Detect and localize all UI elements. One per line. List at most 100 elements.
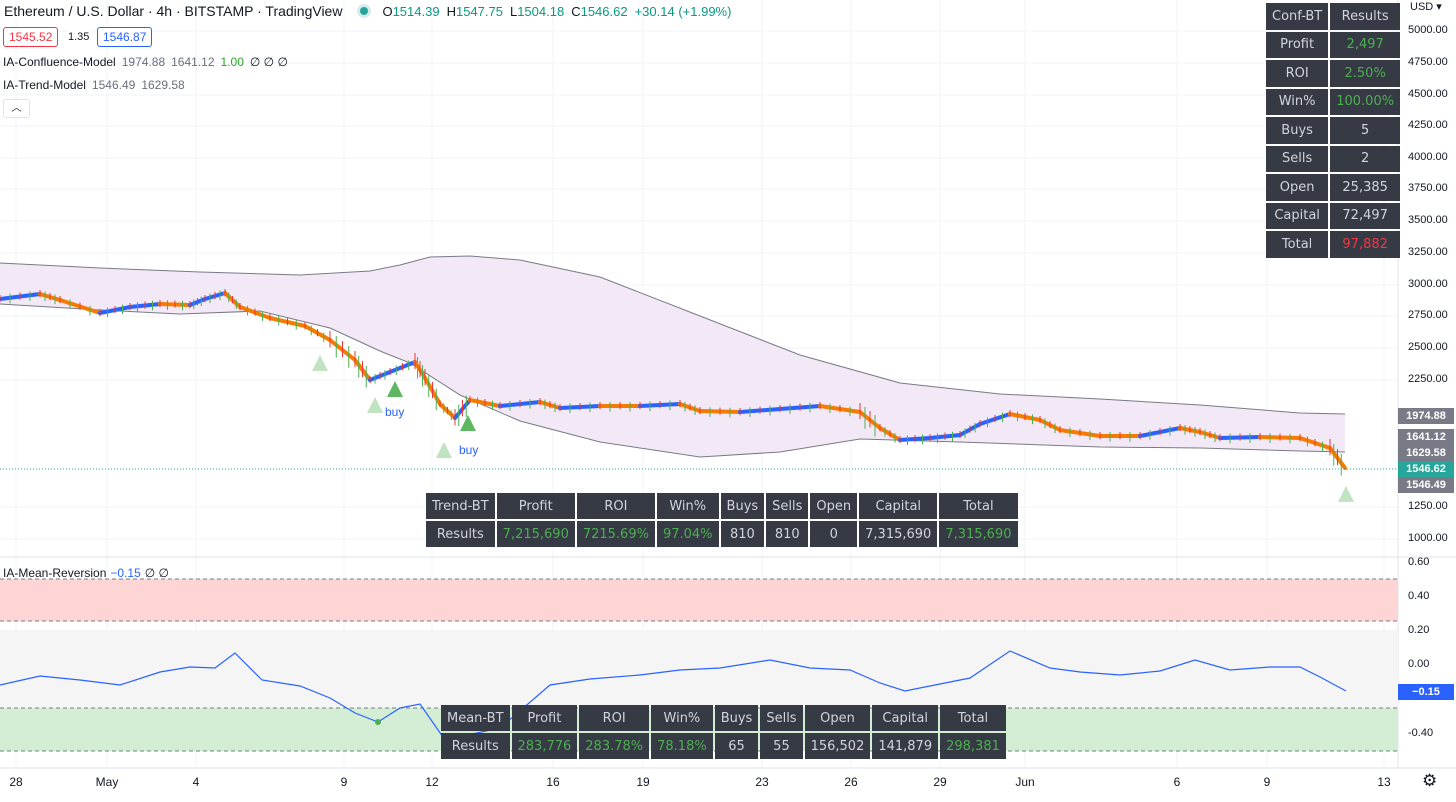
time-tick-label: 4 xyxy=(192,775,200,789)
table-row: Profit 2,497 xyxy=(1266,31,1401,58)
trend-bt-value-cell: 7,215,690 xyxy=(496,521,575,547)
oscillator-tick-label: 0.40 xyxy=(1408,590,1430,602)
ohlc-low: L1504.18 xyxy=(509,3,565,19)
buy-signal-triangle xyxy=(312,355,328,371)
buy-signal-label: buy xyxy=(459,443,479,457)
trend-bt-header-cell: Sells xyxy=(766,493,809,519)
conf-bt-row-label: Win% xyxy=(1266,88,1329,115)
legend-confluence-model[interactable]: IA-Confluence-Model 1974.88 1641.12 1.00 ∅ ∅… xyxy=(3,55,288,69)
time-tick-label: 16 xyxy=(546,775,560,789)
trend-bt-header-cell: Capital xyxy=(859,493,938,519)
trend-bt-value-cell: 810 xyxy=(720,521,765,547)
trend-bt-header-cell: ROI xyxy=(576,493,655,519)
conf-bt-row-label: Open xyxy=(1266,174,1329,201)
envelope-upper-line xyxy=(0,255,1346,415)
legend-mean-reversion[interactable]: IA-Mean-Reversion −0.15 ∅ ∅ xyxy=(3,566,169,580)
buy-price-button[interactable]: 1546.87 xyxy=(97,27,153,47)
conf-bt-table: Conf-BT Results Profit 2,497 ROI 2.50% Win% 100… xyxy=(1264,1,1402,260)
trend-bt-value-cell: 0 xyxy=(810,521,858,547)
conf-bt-header-label: Conf-BT xyxy=(1266,3,1329,30)
ohlc-high: H1547.75 xyxy=(446,3,503,19)
signal-markers xyxy=(312,355,1354,502)
mean-bt-value-cell: 298,381 xyxy=(940,733,1006,759)
mean-bt-header-cell: Win% xyxy=(651,705,713,731)
price-tick-label: 4750.00 xyxy=(1408,56,1448,68)
overbought-zone xyxy=(0,579,1398,621)
envelope-band xyxy=(0,256,1345,457)
oscillator-tick-label: -0.40 xyxy=(1408,727,1434,739)
price-tick-label: 2750.00 xyxy=(1408,309,1448,321)
time-tick-label: 9 xyxy=(340,775,348,789)
buy-signal-triangle xyxy=(460,415,476,431)
conf-bt-row-value: 97,882 xyxy=(1330,231,1401,258)
time-tick-label: 28 xyxy=(9,775,23,789)
market-status-icon[interactable] xyxy=(360,7,369,15)
time-tick-label: 19 xyxy=(636,775,650,789)
trend-bt-value-cell: 810 xyxy=(766,521,809,547)
price-tick-label: 3750.00 xyxy=(1408,182,1448,194)
conf-bt-row-label: Sells xyxy=(1266,145,1329,172)
sell-price-button[interactable]: 1545.52 xyxy=(3,27,59,47)
mean-bt-value-cell: 55 xyxy=(760,733,803,759)
collapse-legend-button[interactable]: ︿ xyxy=(3,99,30,118)
time-tick-label: 29 xyxy=(933,775,947,789)
legend-trend-model[interactable]: IA-Trend-Model 1546.49 1629.58 xyxy=(3,78,185,92)
trend-bt-header-cell: Buys xyxy=(720,493,765,519)
conf-bt-row-label: Buys xyxy=(1266,117,1329,144)
oscillator-tick-label: 0.60 xyxy=(1408,556,1430,568)
time-tick-label: 23 xyxy=(755,775,769,789)
price-tick-label: 2250.00 xyxy=(1408,373,1448,385)
price-label: 1546.49 xyxy=(1398,477,1454,493)
table-row: ROI 2.50% xyxy=(1266,60,1401,87)
mean-bt-header-cell: ROI xyxy=(579,705,650,731)
price-tick-label: 4500.00 xyxy=(1408,88,1448,100)
price-tick-label: 4000.00 xyxy=(1408,151,1448,163)
table-row: Win% 100.00% xyxy=(1266,88,1401,115)
mean-bt-header-cell: Buys xyxy=(714,705,759,731)
conf-bt-row-label: ROI xyxy=(1266,60,1329,87)
price-label: 1974.88 xyxy=(1398,408,1454,424)
ohlc-change: +30.14 (+1.99%) xyxy=(634,3,732,19)
trend-bt-table: Trend-BT Profit ROI Win% Buys Sells Open Capita… xyxy=(424,491,1020,549)
chevron-up-icon: ︿ xyxy=(11,103,22,114)
trend-bt-value-cell: 7,315,690 xyxy=(859,521,938,547)
time-tick-label: 12 xyxy=(425,775,439,789)
indicator-name: IA-Confluence-Model xyxy=(3,55,116,69)
mean-bt-header-cell: Open xyxy=(804,705,871,731)
buy-signal-triangle xyxy=(436,442,452,458)
price-tick-label: 2500.00 xyxy=(1408,341,1448,353)
mean-bt-table: Mean-BT Profit ROI Win% Buys Sells Open Capital… xyxy=(439,703,1008,761)
price-tick-label: 3250.00 xyxy=(1408,246,1448,258)
currency-selector[interactable]: USD ▾ xyxy=(1410,1,1442,13)
symbol-title[interactable]: Ethereum / U.S. Dollar · 4h · BITSTAMP ·… xyxy=(4,3,343,19)
mean-bt-header-cell: Total xyxy=(940,705,1006,731)
price-label: 1641.12 xyxy=(1398,429,1454,445)
mean-bt-value-cell: 156,502 xyxy=(804,733,871,759)
trend-bt-value-cell: 7,315,690 xyxy=(939,521,1018,547)
gear-icon[interactable]: ⚙ xyxy=(1422,771,1438,790)
time-tick-label: May xyxy=(95,775,119,789)
mean-reversion-dot xyxy=(375,719,381,725)
price-series xyxy=(0,289,1347,476)
price-tick-label: 3000.00 xyxy=(1408,278,1448,290)
trend-bt-value-cell: Results xyxy=(426,521,495,547)
mean-reversion-line xyxy=(0,650,1347,741)
mean-bt-header-cell: Mean-BT xyxy=(441,705,510,731)
mean-bt-value-cell: 65 xyxy=(714,733,759,759)
conf-bt-row-value: 100.00% xyxy=(1330,88,1401,115)
chart-header: Ethereum / U.S. Dollar · 4h · BITSTAMP ·… xyxy=(4,2,738,20)
time-tick-label: Jun xyxy=(1015,775,1035,789)
conf-bt-row-value: 25,385 xyxy=(1330,174,1401,201)
oscillator-tick-label: 0.20 xyxy=(1408,624,1430,636)
spread-value: 1.35 xyxy=(68,27,90,47)
oscillator-tick-label: 0.00 xyxy=(1408,658,1430,670)
table-row: Total 97,882 xyxy=(1266,231,1401,258)
price-label: 1629.58 xyxy=(1398,445,1454,461)
trend-bt-value-cell: 7215.69% xyxy=(576,521,655,547)
conf-bt-row-label: Total xyxy=(1266,231,1329,258)
price-tick-label: 4250.00 xyxy=(1408,119,1448,131)
conf-bt-row-label: Capital xyxy=(1266,202,1329,229)
trend-bt-value-cell: 97.04% xyxy=(656,521,719,547)
price-tick-label: 1000.00 xyxy=(1408,532,1448,544)
